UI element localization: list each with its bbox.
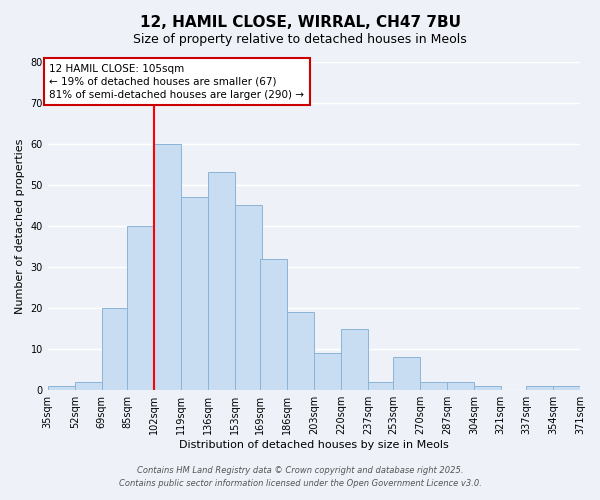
Bar xyxy=(526,386,553,390)
Text: Size of property relative to detached houses in Meols: Size of property relative to detached ho… xyxy=(133,32,467,46)
Bar xyxy=(208,172,235,390)
Text: Contains HM Land Registry data © Crown copyright and database right 2025.
Contai: Contains HM Land Registry data © Crown c… xyxy=(119,466,481,487)
Text: 12, HAMIL CLOSE, WIRRAL, CH47 7BU: 12, HAMIL CLOSE, WIRRAL, CH47 7BU xyxy=(139,15,461,30)
Bar xyxy=(393,358,420,390)
Bar xyxy=(341,328,368,390)
Bar xyxy=(127,226,154,390)
Bar xyxy=(75,382,101,390)
Bar xyxy=(48,386,75,390)
X-axis label: Distribution of detached houses by size in Meols: Distribution of detached houses by size … xyxy=(179,440,449,450)
Bar xyxy=(287,312,314,390)
Bar xyxy=(154,144,181,390)
Text: 12 HAMIL CLOSE: 105sqm
← 19% of detached houses are smaller (67)
81% of semi-det: 12 HAMIL CLOSE: 105sqm ← 19% of detached… xyxy=(49,64,304,100)
Bar xyxy=(260,258,287,390)
Bar xyxy=(181,197,208,390)
Bar xyxy=(447,382,474,390)
Bar xyxy=(553,386,580,390)
Y-axis label: Number of detached properties: Number of detached properties xyxy=(15,138,25,314)
Bar xyxy=(368,382,395,390)
Bar xyxy=(235,206,262,390)
Bar xyxy=(101,308,128,390)
Bar xyxy=(474,386,501,390)
Bar xyxy=(420,382,447,390)
Bar xyxy=(314,353,341,390)
